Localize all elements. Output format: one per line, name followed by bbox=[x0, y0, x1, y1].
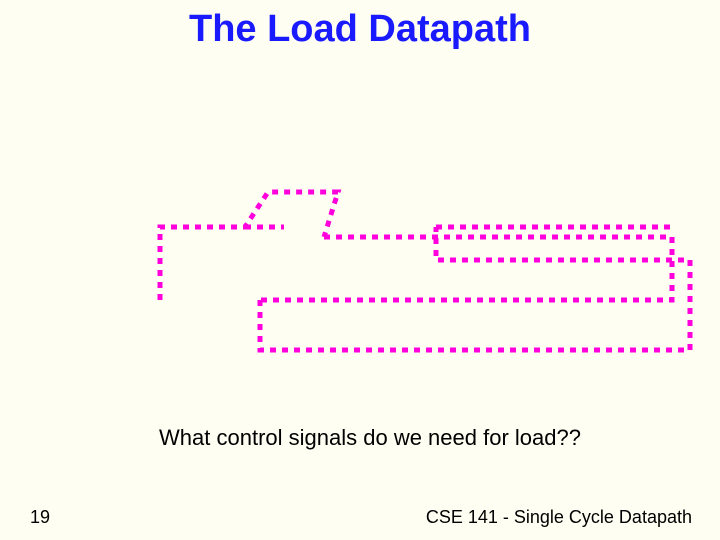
footer-text: CSE 141 - Single Cycle Datapath bbox=[426, 507, 692, 528]
page-title: The Load Datapath bbox=[0, 0, 720, 51]
slide-number: 19 bbox=[30, 507, 50, 528]
datapath-diagram bbox=[120, 180, 690, 380]
question-text: What control signals do we need for load… bbox=[0, 425, 720, 451]
datapath-svg bbox=[120, 180, 720, 380]
